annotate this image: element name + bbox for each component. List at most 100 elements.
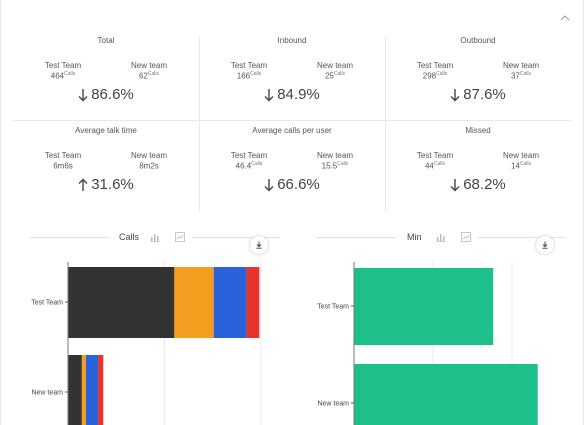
stat-change: 86.6% <box>13 86 199 103</box>
stat-team-left: Test Team 6m6s <box>33 151 93 171</box>
team-value-unit: Calls <box>147 71 160 77</box>
stat-change-value: 31.6% <box>91 176 134 193</box>
stat-change-value: 86.6% <box>91 86 134 103</box>
team-name: New team <box>316 151 353 160</box>
team-value: 14 <box>510 161 520 171</box>
stat-team-right: New team 15.5Calls <box>305 151 365 171</box>
team-value-unit: Calls <box>333 71 346 77</box>
team-value-group: 62Calls <box>119 70 179 81</box>
stat-team-right: New team 62Calls <box>119 61 179 81</box>
stat-change-value: 84.9% <box>277 86 320 103</box>
team-value-group: 25Calls <box>305 70 365 81</box>
download-icon <box>256 241 262 249</box>
team-name: New team <box>502 61 539 70</box>
stat-team-right: New team 37Calls <box>491 61 551 81</box>
bar-chart-icon[interactable] <box>436 232 446 242</box>
team-value: 25 <box>324 71 334 81</box>
arrow-down-icon <box>450 178 460 191</box>
header-line <box>316 237 396 238</box>
team-value: 46.4 <box>235 161 252 171</box>
team-value: 464 <box>50 71 65 81</box>
stat-change-value: 87.6% <box>463 86 506 103</box>
min-bar-chart: Test Team New team <box>317 262 538 425</box>
stat-title: Average talk time <box>75 126 137 135</box>
min-chart-title: Min <box>407 232 422 242</box>
calls-chart-header: Calls <box>30 232 280 244</box>
panel-border-left <box>0 0 1 425</box>
team-value: 62 <box>138 71 148 81</box>
min-chart-panel: Min Test Team New team <box>316 226 566 425</box>
stat-team-right: New team 8m2s <box>119 151 179 171</box>
stats-grid: Total Test Team 464Calls New team 62Calls 86.… <box>13 36 571 212</box>
bar-segment <box>68 355 82 425</box>
stat-team-left: Test Team 166Calls <box>219 61 279 81</box>
stats-col-divider <box>385 36 386 212</box>
download-icon <box>542 241 548 249</box>
team-name: Test Team <box>44 61 82 70</box>
arrow-down-icon <box>264 178 274 191</box>
team-value-unit: Calls <box>436 71 448 77</box>
y-tick-label: New team <box>317 401 349 408</box>
stat-card: Inbound Test Team 166Calls New team 25Calls 8… <box>199 36 385 120</box>
team-value: 8m2s <box>139 161 159 171</box>
download-button[interactable] <box>536 236 554 254</box>
line-chart-icon[interactable] <box>461 232 471 242</box>
team-value: 15.5 <box>321 161 338 171</box>
team-value: 44 <box>424 161 434 171</box>
team-name: Test Team <box>230 151 268 160</box>
stat-title: Inbound <box>277 36 307 45</box>
team-value-group: 298Calls <box>405 70 465 81</box>
bar-segment <box>85 355 99 425</box>
stat-card: Average calls per user Test Team 46.4Calls… <box>199 126 385 210</box>
bar-segment <box>354 364 538 425</box>
stat-change: 68.2% <box>385 176 571 193</box>
stat-title: Outbound <box>460 36 496 45</box>
team-value: 166 <box>236 71 251 81</box>
team-value-unit: Calls <box>433 161 446 167</box>
min-chart-header: Min <box>316 232 566 244</box>
stat-change-value: 68.2% <box>463 176 506 193</box>
y-tick-label: New team <box>31 390 63 397</box>
bar-segment <box>213 267 247 338</box>
stat-card: Average talk time Test Team 6m6s New team 8m… <box>13 126 199 210</box>
stat-team-left: Test Team 464Calls <box>33 61 93 81</box>
team-value-group: 14Calls <box>491 160 551 171</box>
stat-title: Missed <box>465 126 491 135</box>
team-value-group: 6m6s <box>33 160 93 171</box>
stats-col-divider <box>199 36 200 212</box>
stat-change: 66.6% <box>199 176 385 193</box>
stat-change: 84.9% <box>199 86 385 103</box>
team-value-group: 166Calls <box>219 70 279 81</box>
header-line <box>30 237 110 238</box>
bar-segment <box>246 267 260 338</box>
stat-card: Outbound Test Team 298Calls New team 37Calls… <box>385 36 571 120</box>
team-name: Test Team <box>416 151 454 160</box>
team-value-group: 46.4Calls <box>219 160 279 171</box>
chevron-up-icon[interactable] <box>560 14 570 21</box>
bar-segment <box>81 355 86 425</box>
bar-chart-icon[interactable] <box>150 232 160 242</box>
team-value: 298 <box>422 71 437 81</box>
team-name: Test Team <box>44 151 82 160</box>
team-value-unit: Calls <box>64 71 76 77</box>
download-button[interactable] <box>250 236 268 254</box>
stat-change: 87.6% <box>385 86 571 103</box>
team-value: 6m6s <box>53 161 73 171</box>
stat-change: 31.6% <box>13 176 199 193</box>
y-tick-label: Test Team <box>31 300 63 307</box>
team-name: Test Team <box>230 61 268 70</box>
team-name: New team <box>130 151 167 160</box>
arrow-down-icon <box>78 88 88 101</box>
header-line <box>478 237 566 238</box>
arrow-down-icon <box>264 88 274 101</box>
calls-chart-title: Calls <box>119 232 140 242</box>
stat-team-left: Test Team 46.4Calls <box>219 151 279 171</box>
calls-chart-panel: Calls Test Team New team <box>30 226 280 425</box>
team-value-unit: Calls <box>519 161 532 167</box>
bar-segment <box>354 268 494 345</box>
arrow-up-icon <box>78 178 88 191</box>
bar-segment <box>98 355 104 425</box>
line-chart-icon[interactable] <box>175 232 185 242</box>
calls-stacked-bar-chart: Test Team New team <box>31 262 262 425</box>
